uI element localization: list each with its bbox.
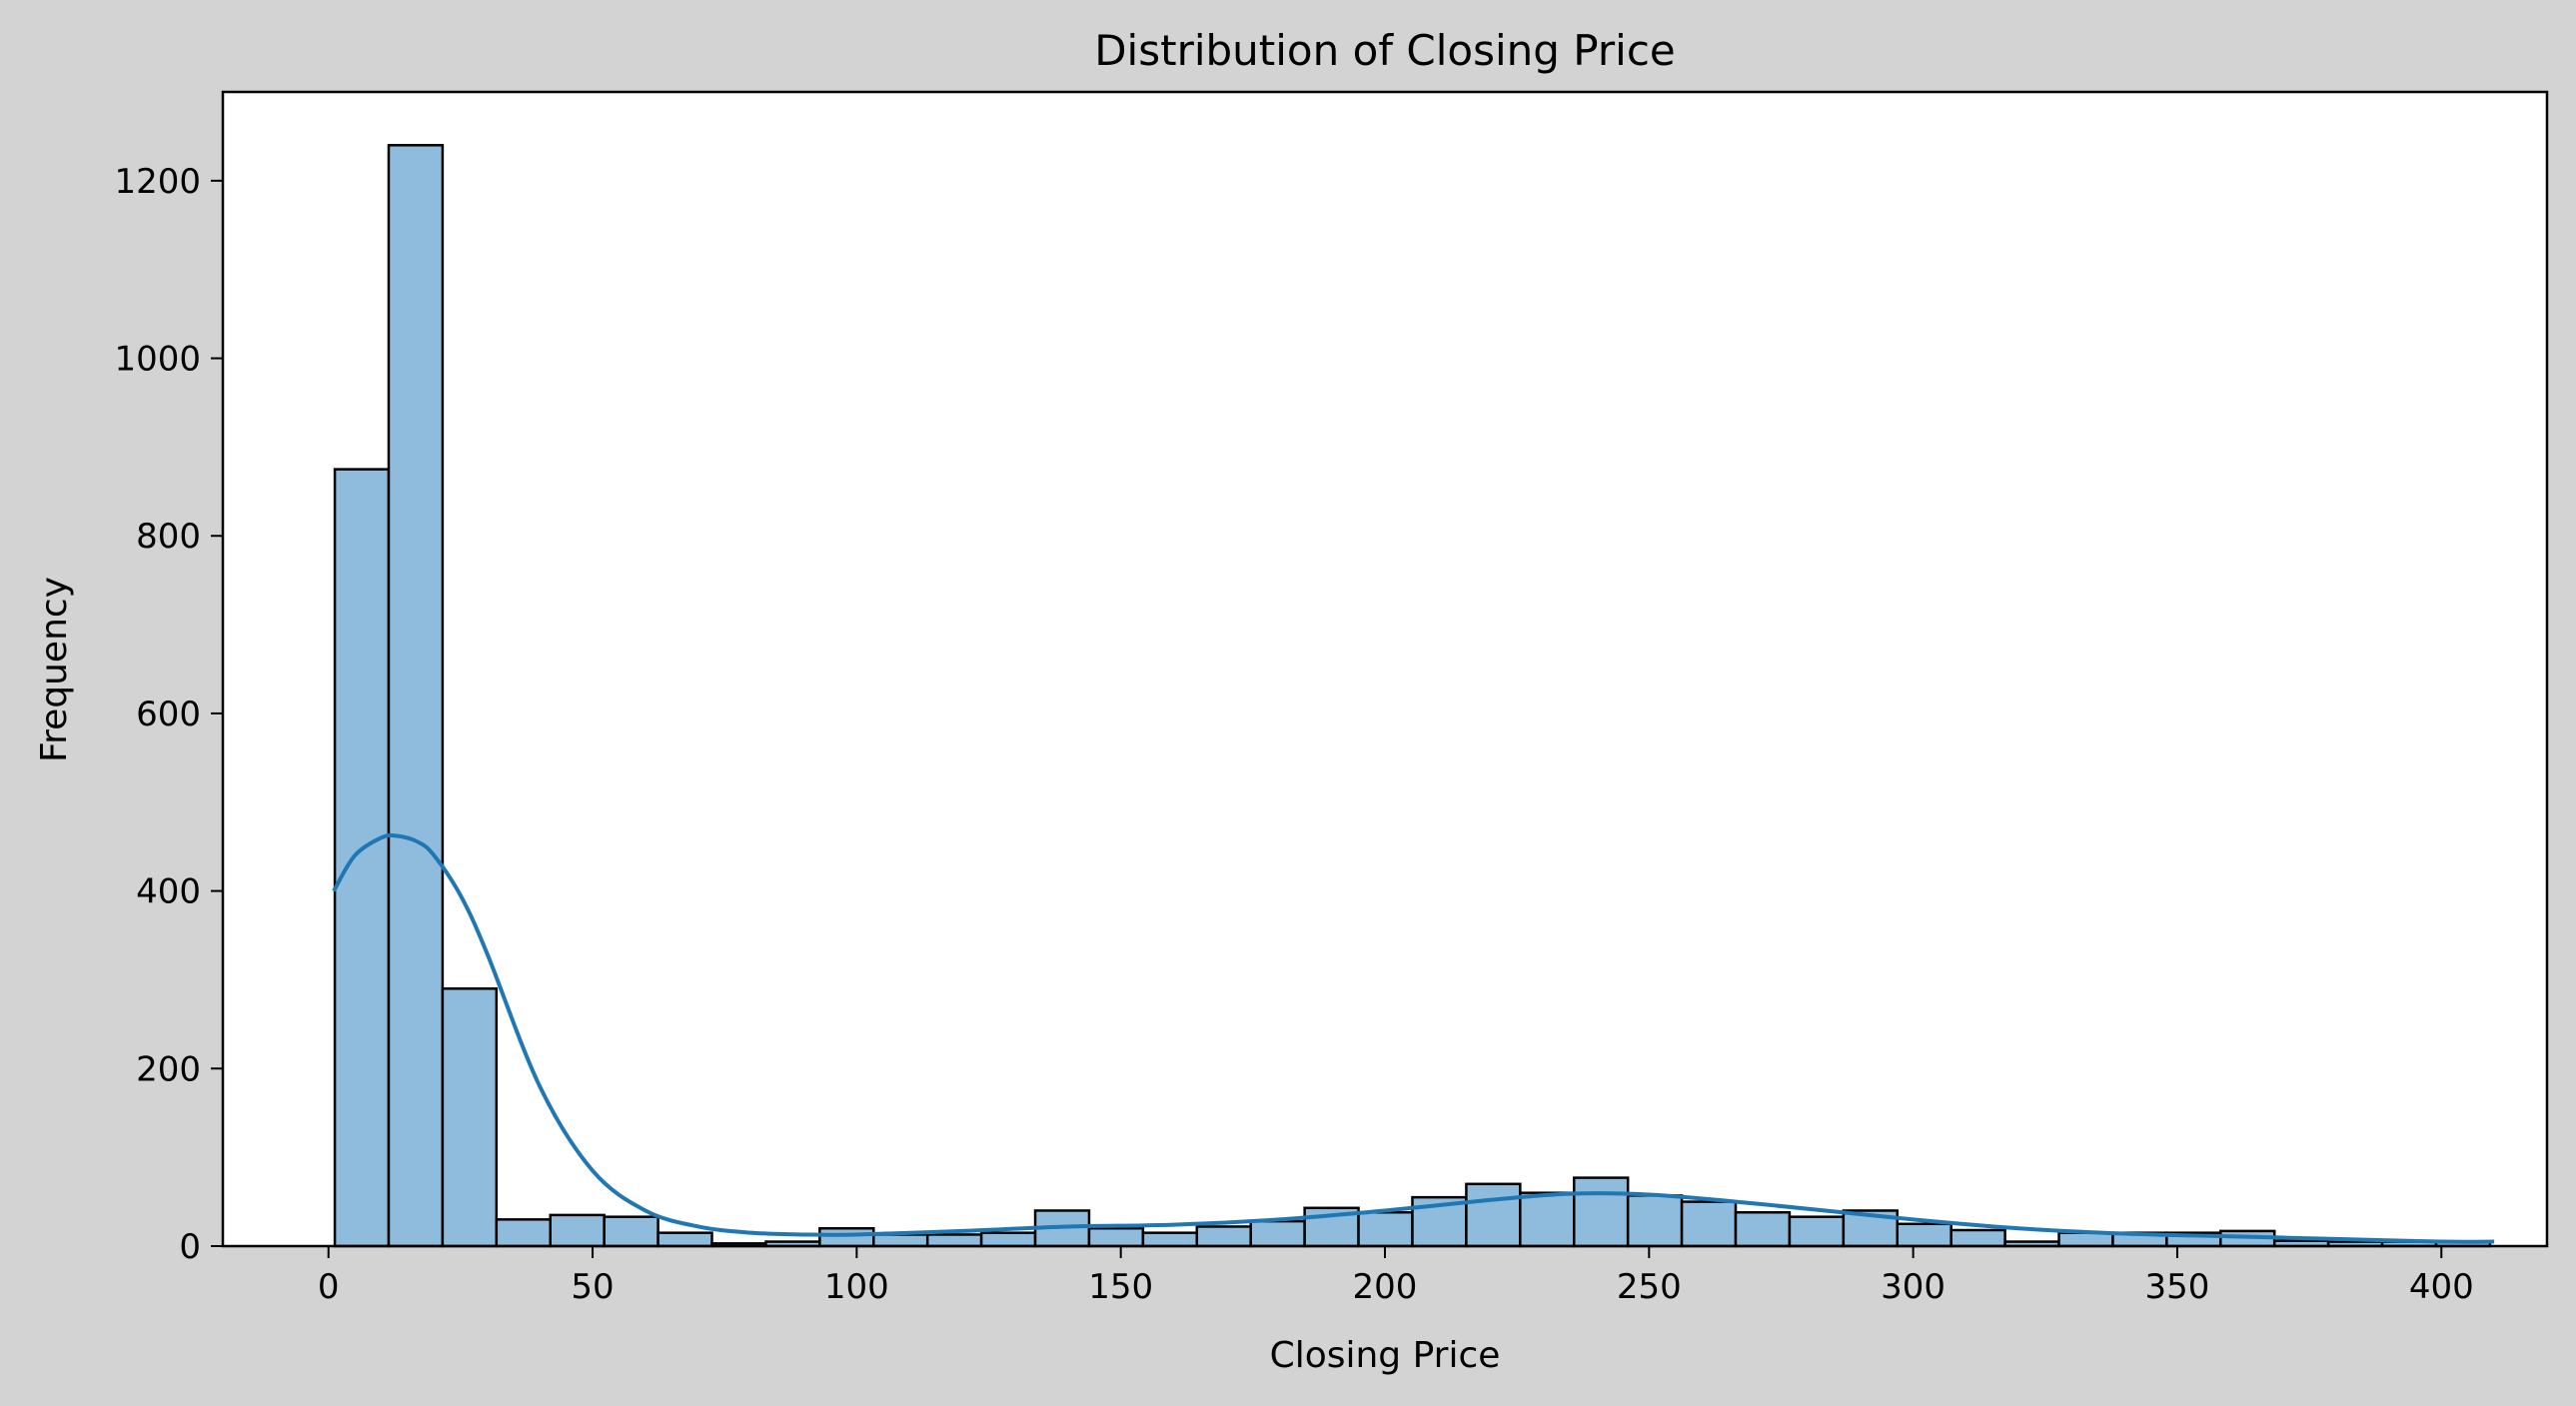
histogram-bar (1680, 1200, 1738, 1248)
x-tick-label: 400 (2409, 1267, 2474, 1307)
y-axis: 0 200 400 600 800 1000 1200 (114, 162, 223, 1267)
histogram-bar (1949, 1228, 2006, 1248)
x-tick-label: 50 (571, 1267, 614, 1307)
histogram-bar (387, 144, 445, 1248)
histogram-bar (1141, 1231, 1199, 1248)
histogram-bar (1087, 1226, 1145, 1248)
histogram-bar (603, 1215, 659, 1248)
histogram-bar (1626, 1194, 1684, 1248)
histogram-bar (1734, 1210, 1792, 1248)
y-tick-label: 400 (136, 872, 201, 912)
plot-area (223, 92, 2547, 1246)
histogram-bar (656, 1231, 713, 1248)
x-tick-label: 250 (1617, 1267, 1682, 1307)
y-tick-label: 800 (136, 517, 201, 557)
histogram-bar (925, 1233, 983, 1248)
histogram-bar (549, 1213, 606, 1248)
histogram-bar (1788, 1215, 1846, 1248)
histogram-bar (1357, 1210, 1414, 1248)
histogram-bar (1573, 1176, 1630, 1248)
histogram-bar (1465, 1182, 1522, 1248)
x-axis: 0 50 100 150 200 250 300 350 400 (318, 1246, 2474, 1307)
x-tick-label: 0 (318, 1267, 340, 1307)
histogram-bar (333, 468, 391, 1248)
x-tick-label: 150 (1088, 1267, 1153, 1307)
histogram-bar (818, 1226, 875, 1248)
histogram-bar (441, 987, 499, 1248)
x-tick-label: 300 (1881, 1267, 1945, 1307)
y-axis-label: Frequency (34, 577, 75, 762)
histogram-bar (1195, 1225, 1252, 1248)
x-tick-label: 350 (2145, 1267, 2210, 1307)
x-axis-label: Closing Price (1270, 1335, 1501, 1376)
chart-title: Distribution of Closing Price (1094, 26, 1676, 75)
y-tick-label: 0 (179, 1227, 201, 1267)
x-tick-label: 100 (824, 1267, 889, 1307)
histogram-bars (333, 144, 2492, 1248)
histogram-bar (1519, 1191, 1576, 1248)
y-tick-label: 1200 (114, 162, 201, 202)
y-tick-label: 600 (136, 695, 201, 734)
x-tick-label: 200 (1353, 1267, 1418, 1307)
y-tick-label: 200 (136, 1049, 201, 1089)
y-tick-label: 1000 (114, 340, 201, 380)
histogram-bar (979, 1231, 1037, 1248)
kde-curve (332, 832, 2495, 1244)
histogram-bar (1249, 1219, 1306, 1248)
histogram-bar (1896, 1222, 1952, 1248)
histogram-bar (495, 1218, 553, 1248)
histogram-bar (872, 1233, 929, 1248)
